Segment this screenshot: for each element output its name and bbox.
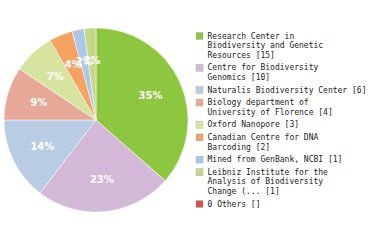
svg-text:7%: 7% xyxy=(47,71,64,82)
svg-text:23%: 23% xyxy=(90,174,114,185)
svg-text:14%: 14% xyxy=(30,141,54,152)
svg-text:35%: 35% xyxy=(139,90,163,101)
svg-text:4%: 4% xyxy=(64,59,82,71)
svg-text:2%: 2% xyxy=(84,55,101,66)
svg-text:Mined from GenBank, NCBI [1]: Mined from GenBank, NCBI [1] xyxy=(208,155,343,164)
svg-text:9%: 9% xyxy=(30,97,47,108)
svg-text:Research Center inBiodiversity: Research Center inBiodiversity and Genet… xyxy=(208,32,324,60)
svg-text:Oxford Nanopore [3]: Oxford Nanopore [3] xyxy=(208,120,300,129)
svg-text:Centre for BiodiversityGenomic: Centre for BiodiversityGenomics [10] xyxy=(208,63,319,82)
svg-text:Naturalis Biodiversity Center: Naturalis Biodiversity Center [6] xyxy=(208,86,367,95)
svg-text:Biology department ofUniversit: Biology department ofUniversity of Flore… xyxy=(208,98,333,117)
svg-text:0 Others []: 0 Others [] xyxy=(208,200,261,209)
svg-text:Leibniz Institute for theAnaly: Leibniz Institute for theAnalysis of Bio… xyxy=(208,168,329,196)
svg-text:Canadian Centre for DNABarcodi: Canadian Centre for DNABarcoding [2] xyxy=(208,133,319,152)
